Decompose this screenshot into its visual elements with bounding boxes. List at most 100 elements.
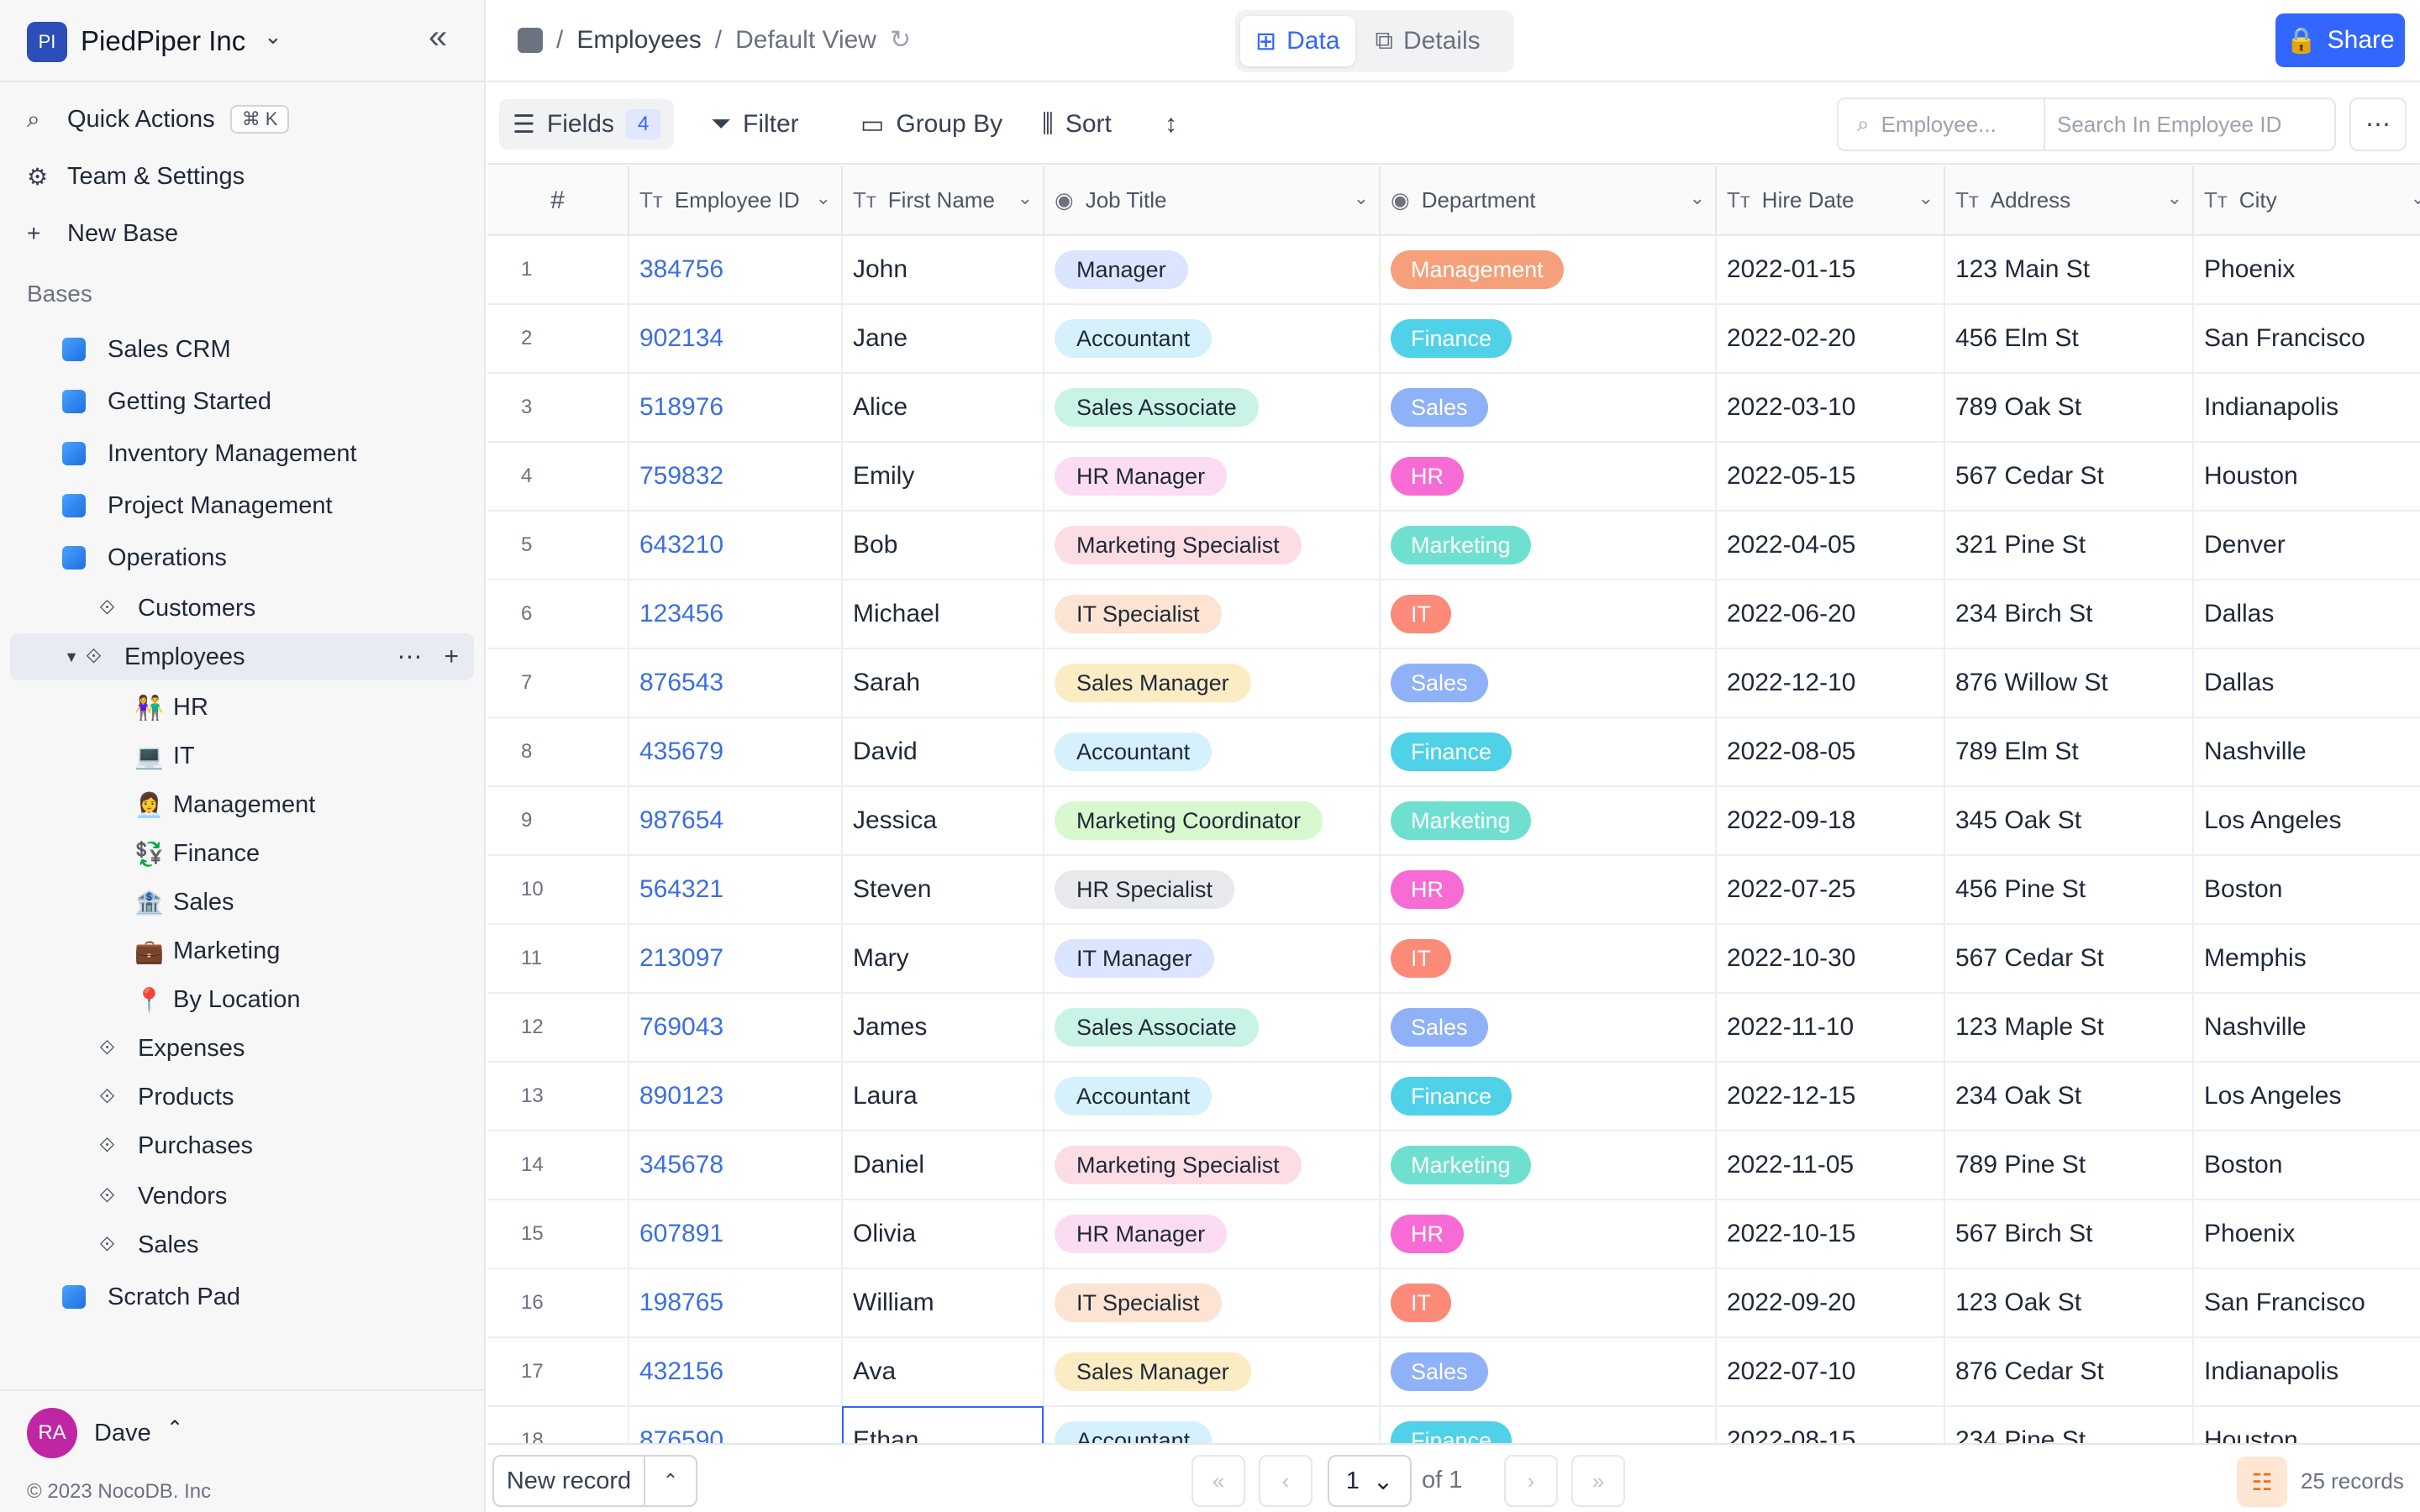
city-cell[interactable]: Dallas	[2193, 580, 2420, 649]
city-cell[interactable]: Indianapolis	[2193, 373, 2420, 443]
table-item-customers[interactable]: ⟐ Customers	[99, 585, 255, 632]
hire-date-cell[interactable]: 2022-04-05	[1716, 511, 1945, 580]
employee-id-cell[interactable]: 759832	[629, 442, 843, 512]
column-header-address[interactable]: Tт Address ⌄	[1944, 166, 2194, 236]
department-cell[interactable]: Sales	[1380, 648, 1717, 718]
chevron-up-icon[interactable]: ⌃	[662, 1470, 679, 1491]
fields-button[interactable]: ☰ Fields 4	[499, 99, 675, 150]
address-cell[interactable]: 123 Main St	[1944, 235, 2194, 305]
prev-page-icon[interactable]: ‹	[1259, 1455, 1313, 1507]
table-row[interactable]: 16 198765 William IT Specialist IT 2022-09-20…	[487, 1268, 2420, 1338]
first-name-cell[interactable]: Olivia	[842, 1200, 1044, 1269]
table-row[interactable]: 17 432156 Ava Sales Manager Sales 2022-07-10 8…	[487, 1337, 2420, 1407]
collapse-sidebar-icon[interactable]: «	[429, 18, 448, 55]
employee-id-cell[interactable]: 890123	[629, 1062, 843, 1131]
search-input[interactable]: Search In Employee ID	[2057, 111, 2282, 137]
table-row[interactable]: 7 876543 Sarah Sales Manager Sales 2022-12-10…	[487, 648, 2420, 718]
table-row[interactable]: 11 213097 Mary IT Manager IT 2022-10-30 567 Ce…	[487, 924, 2420, 994]
quick-actions[interactable]: ⌕ Quick Actions ⌘ K	[27, 97, 290, 141]
base-item-operations[interactable]: Operations	[62, 534, 227, 581]
job-title-cell[interactable]: Sales Associate	[1044, 373, 1381, 443]
address-cell[interactable]: 234 Birch St	[1944, 580, 2194, 649]
department-cell[interactable]: HR	[1380, 442, 1717, 512]
hire-date-cell[interactable]: 2022-10-30	[1716, 924, 1945, 994]
city-cell[interactable]: Denver	[2193, 511, 2420, 580]
employee-id-cell[interactable]: 876543	[629, 648, 843, 718]
sort-button[interactable]: ⫼ Sort	[1028, 99, 1125, 150]
workspace-badge[interactable]: PI	[27, 22, 67, 62]
job-title-cell[interactable]: Accountant	[1044, 717, 1381, 787]
view-item-sales[interactable]: 🏦 Sales	[134, 879, 234, 926]
hire-date-cell[interactable]: 2022-08-15	[1716, 1406, 1945, 1443]
hire-date-cell[interactable]: 2022-06-20	[1716, 580, 1945, 649]
address-cell[interactable]: 567 Birch St	[1944, 1200, 2194, 1269]
view-item-it[interactable]: 💻 IT	[134, 732, 195, 780]
first-name-cell[interactable]: David	[842, 717, 1044, 787]
share-button[interactable]: 🔒 Share	[2275, 13, 2405, 67]
table-row[interactable]: 18 876590 Ethan Accountant Finance 2022-08-15…	[487, 1406, 2420, 1443]
first-name-cell[interactable]: Jane	[842, 304, 1044, 374]
city-cell[interactable]: Memphis	[2193, 924, 2420, 994]
city-cell[interactable]: San Francisco	[2193, 304, 2420, 374]
employee-id-cell[interactable]: 123456	[629, 580, 843, 649]
first-page-icon[interactable]: «	[1192, 1455, 1245, 1507]
add-view-icon[interactable]: +	[444, 642, 459, 670]
address-cell[interactable]: 234 Pine St	[1944, 1406, 2194, 1443]
row-height-button[interactable]: ↕	[1151, 99, 1191, 150]
base-item-scratch-pad[interactable]: Scratch Pad	[62, 1273, 240, 1320]
employee-id-cell[interactable]: 435679	[629, 717, 843, 787]
hire-date-cell[interactable]: 2022-10-15	[1716, 1200, 1945, 1269]
table-row[interactable]: 1 384756 John Manager Management 2022-01-15 12…	[487, 235, 2420, 305]
table-row[interactable]: 6 123456 Michael IT Specialist IT 2022-06-20 2…	[487, 580, 2420, 649]
chevron-down-icon[interactable]: ⌄	[1017, 187, 1033, 208]
chevron-down-icon[interactable]: ⌄	[1918, 187, 1933, 208]
view-item-marketing[interactable]: 💼 Marketing	[134, 927, 280, 974]
employee-id-cell[interactable]: 987654	[629, 786, 843, 856]
first-name-cell[interactable]: Sarah	[842, 648, 1044, 718]
chevron-down-icon[interactable]: ⌄	[2166, 187, 2182, 208]
view-item-hr[interactable]: 👫 HR	[134, 684, 208, 731]
job-title-cell[interactable]: HR Manager	[1044, 442, 1381, 512]
department-cell[interactable]: Management	[1380, 235, 1717, 305]
tab-details[interactable]: ⧉ Details	[1360, 16, 1496, 66]
more-options-button[interactable]: ⋯	[2349, 97, 2407, 151]
employee-id-cell[interactable]: 876590	[629, 1406, 843, 1443]
table-item-employees[interactable]: ▼ ⟐ Employees ⋯ +	[10, 633, 474, 680]
table-row[interactable]: 2 902134 Jane Accountant Finance 2022-02-20 45…	[487, 304, 2420, 374]
table-row[interactable]: 12 769043 James Sales Associate Sales 2022-11…	[487, 993, 2420, 1063]
new-record-label[interactable]: New record	[494, 1457, 645, 1505]
chevron-down-icon[interactable]: ⌄	[264, 24, 282, 49]
base-item-inventory-management[interactable]: Inventory Management	[62, 430, 357, 477]
job-title-cell[interactable]: Marketing Coordinator	[1044, 786, 1381, 856]
city-cell[interactable]: Indianapolis	[2193, 1337, 2420, 1407]
department-cell[interactable]: HR	[1380, 1200, 1717, 1269]
column-header-department[interactable]: ◉ Department ⌄	[1380, 166, 1717, 236]
department-cell[interactable]: Sales	[1380, 993, 1717, 1063]
address-cell[interactable]: 567 Cedar St	[1944, 924, 2194, 994]
city-cell[interactable]: Los Angeles	[2193, 786, 2420, 856]
address-cell[interactable]: 789 Elm St	[1944, 717, 2194, 787]
first-name-cell[interactable]: Alice	[842, 373, 1044, 443]
hire-date-cell[interactable]: 2022-09-18	[1716, 786, 1945, 856]
view-item-finance[interactable]: 💱 Finance	[134, 830, 260, 877]
job-title-cell[interactable]: Marketing Specialist	[1044, 1131, 1381, 1200]
job-title-cell[interactable]: Marketing Specialist	[1044, 511, 1381, 580]
department-cell[interactable]: Marketing	[1380, 511, 1717, 580]
more-options-icon[interactable]: ⋯	[397, 643, 423, 671]
job-title-cell[interactable]: Accountant	[1044, 1406, 1381, 1443]
city-cell[interactable]: Los Angeles	[2193, 1062, 2420, 1131]
department-cell[interactable]: Marketing	[1380, 1131, 1717, 1200]
job-title-cell[interactable]: IT Specialist	[1044, 580, 1381, 649]
department-cell[interactable]: Finance	[1380, 304, 1717, 374]
department-cell[interactable]: Sales	[1380, 1337, 1717, 1407]
column-header-employee-id[interactable]: Tт Employee ID ⌄	[629, 166, 843, 236]
city-cell[interactable]: San Francisco	[2193, 1268, 2420, 1338]
job-title-cell[interactable]: Manager	[1044, 235, 1381, 305]
job-title-cell[interactable]: Sales Manager	[1044, 1337, 1381, 1407]
workspace-name[interactable]: PiedPiper Inc	[81, 25, 246, 56]
address-cell[interactable]: 456 Elm St	[1944, 304, 2194, 374]
first-name-cell[interactable]: Michael	[842, 580, 1044, 649]
address-cell[interactable]: 345 Oak St	[1944, 786, 2194, 856]
job-title-cell[interactable]: IT Manager	[1044, 924, 1381, 994]
search-field-select[interactable]: ⌕ Employee...	[1839, 99, 2045, 150]
